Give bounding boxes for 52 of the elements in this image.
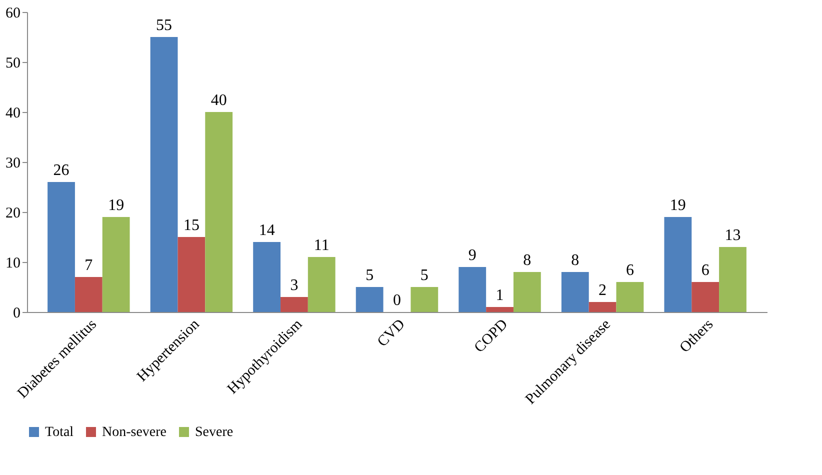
data-label: 15 bbox=[183, 217, 200, 234]
bar bbox=[253, 242, 281, 312]
data-label: 19 bbox=[108, 197, 124, 214]
bar bbox=[102, 217, 130, 312]
legend-label: Non-severe bbox=[102, 425, 167, 440]
data-label: 8 bbox=[523, 252, 532, 269]
data-label: 8 bbox=[571, 252, 580, 269]
bar bbox=[150, 37, 178, 312]
data-label: 9 bbox=[468, 247, 476, 264]
data-label: 1 bbox=[496, 287, 504, 304]
bar bbox=[48, 182, 75, 312]
data-label: 55 bbox=[156, 17, 172, 34]
x-tick-label: CVD bbox=[374, 316, 408, 350]
y-tick-label: 50 bbox=[6, 56, 20, 72]
y-tick-label: 20 bbox=[6, 206, 20, 222]
data-label: 2 bbox=[598, 282, 607, 299]
bar bbox=[616, 282, 644, 312]
data-label: 0 bbox=[393, 292, 401, 309]
bar bbox=[588, 302, 616, 312]
y-tick-label: 60 bbox=[6, 6, 20, 22]
bar bbox=[692, 282, 720, 312]
bar bbox=[719, 247, 746, 312]
data-label: 6 bbox=[701, 262, 710, 279]
data-label: 19 bbox=[670, 197, 686, 214]
bar bbox=[561, 272, 589, 312]
bar bbox=[664, 217, 692, 312]
bar bbox=[205, 112, 233, 312]
data-label: 5 bbox=[366, 267, 374, 284]
bar bbox=[513, 272, 541, 312]
bar bbox=[178, 237, 206, 312]
bar bbox=[458, 267, 486, 312]
data-label: 13 bbox=[724, 227, 741, 244]
data-label: 40 bbox=[210, 92, 227, 109]
data-label: 14 bbox=[258, 222, 275, 239]
data-label: 26 bbox=[53, 162, 70, 179]
data-label: 6 bbox=[626, 262, 634, 279]
bar bbox=[356, 287, 384, 312]
data-label: 3 bbox=[290, 277, 298, 294]
data-label: 5 bbox=[420, 267, 428, 284]
y-tick-label: 40 bbox=[6, 106, 20, 122]
bar bbox=[410, 287, 438, 312]
data-label: 7 bbox=[84, 257, 93, 274]
legend-label: Total bbox=[45, 425, 74, 440]
y-tick-label: 30 bbox=[6, 156, 20, 172]
y-tick-label: 10 bbox=[6, 256, 20, 272]
bar bbox=[74, 277, 102, 312]
y-tick-label: 0 bbox=[13, 306, 20, 322]
legend-label: Severe bbox=[195, 425, 234, 440]
data-label: 11 bbox=[314, 237, 330, 254]
bar bbox=[486, 307, 514, 312]
bar bbox=[280, 297, 308, 312]
bar bbox=[308, 257, 336, 312]
